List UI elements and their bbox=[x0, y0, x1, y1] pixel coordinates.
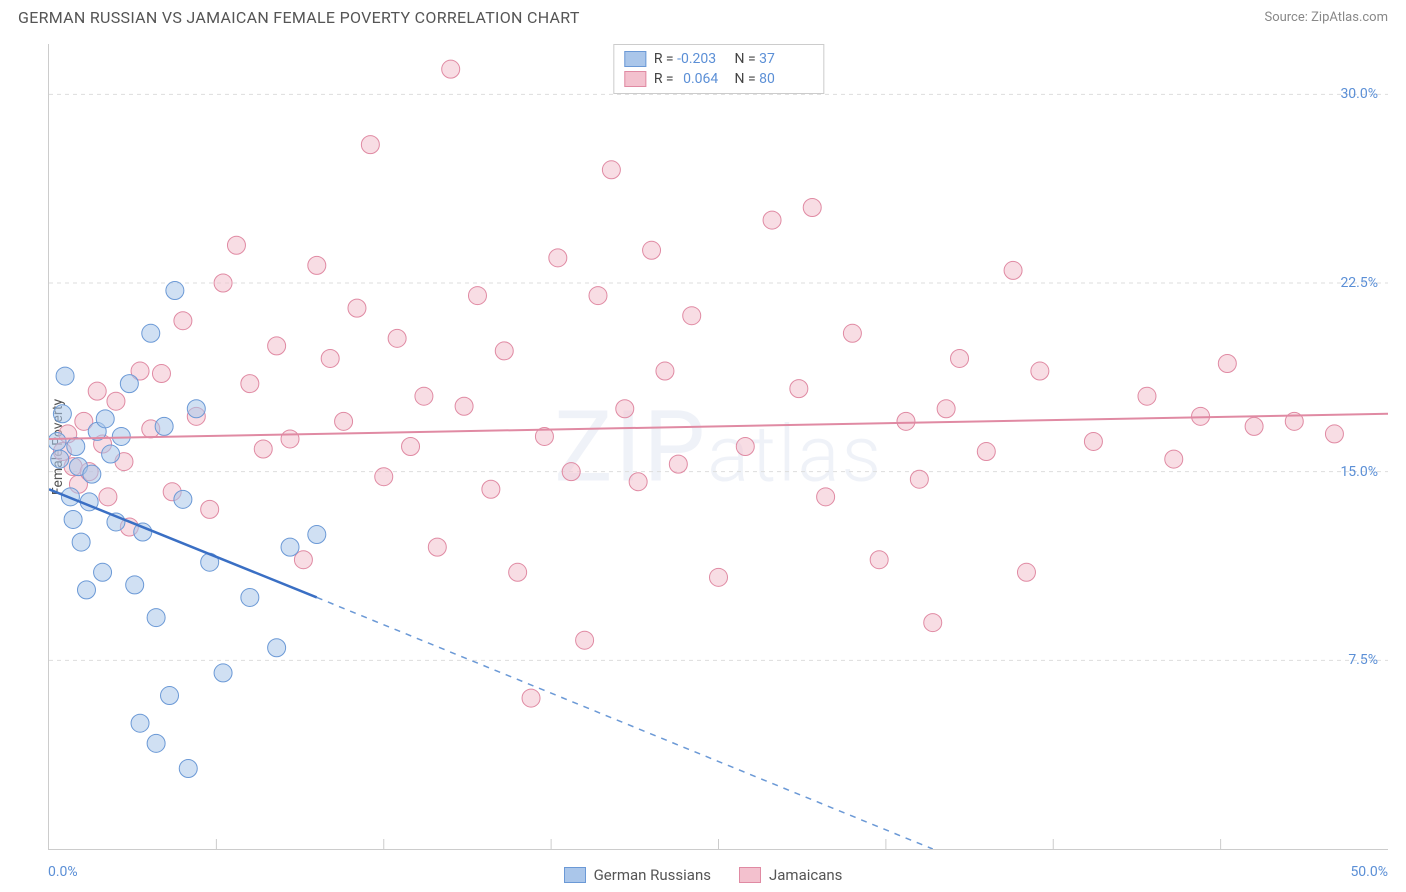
legend-item-german: German Russians bbox=[564, 866, 711, 884]
legend-label-german: German Russians bbox=[594, 866, 711, 884]
chart-area: Female Poverty ZIPatlas R = -0.203 N = 3… bbox=[18, 44, 1388, 850]
legend-row-german: R = -0.203 N = 37 bbox=[624, 49, 813, 69]
chart-svg bbox=[49, 44, 1388, 849]
chart-source: Source: ZipAtlas.com bbox=[1264, 10, 1388, 25]
r-value-german: -0.203 bbox=[677, 51, 731, 67]
swatch-german bbox=[624, 51, 646, 67]
y-tick-label: 22.5% bbox=[1340, 275, 1378, 291]
correlation-legend: R = -0.203 N = 37 R = 0.064 N = 80 bbox=[613, 44, 824, 94]
plot-region: ZIPatlas R = -0.203 N = 37 R = 0.064 N =… bbox=[48, 44, 1388, 850]
legend-item-jamaican: Jamaicans bbox=[739, 866, 842, 884]
r-value-jamaican: 0.064 bbox=[677, 71, 731, 87]
swatch-german-bottom bbox=[564, 867, 586, 883]
n-value-jamaican: 80 bbox=[759, 71, 813, 87]
series-legend: German Russians Jamaicans bbox=[0, 866, 1406, 884]
n-value-german: 37 bbox=[759, 51, 813, 67]
y-tick-label: 15.0% bbox=[1340, 464, 1378, 480]
chart-title: GERMAN RUSSIAN VS JAMAICAN FEMALE POVERT… bbox=[18, 8, 580, 27]
swatch-jamaican-bottom bbox=[739, 867, 761, 883]
legend-label-jamaican: Jamaicans bbox=[769, 866, 842, 884]
y-tick-label: 7.5% bbox=[1348, 652, 1378, 668]
legend-row-jamaican: R = 0.064 N = 80 bbox=[624, 69, 813, 89]
swatch-jamaican bbox=[624, 71, 646, 87]
y-tick-label: 30.0% bbox=[1340, 86, 1378, 102]
